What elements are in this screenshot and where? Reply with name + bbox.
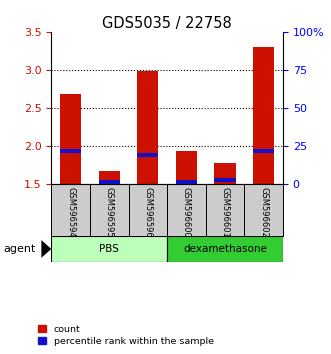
Bar bbox=[253, 47, 274, 184]
Bar bbox=[90, 184, 128, 236]
Bar bbox=[128, 184, 167, 236]
Bar bbox=[137, 72, 159, 184]
Text: agent: agent bbox=[3, 244, 36, 254]
Title: GDS5035 / 22758: GDS5035 / 22758 bbox=[102, 16, 232, 31]
Bar bbox=[60, 149, 81, 153]
Bar bbox=[51, 236, 167, 262]
Bar bbox=[244, 184, 283, 236]
Bar bbox=[167, 184, 206, 236]
Bar bbox=[167, 236, 283, 262]
Text: GSM596601: GSM596601 bbox=[220, 187, 230, 237]
Bar bbox=[176, 180, 197, 184]
Bar bbox=[176, 151, 197, 184]
Text: GSM596595: GSM596595 bbox=[105, 187, 114, 237]
Bar bbox=[51, 184, 90, 236]
Bar bbox=[99, 180, 120, 184]
Text: GSM596594: GSM596594 bbox=[66, 187, 75, 237]
Bar bbox=[214, 162, 236, 184]
Text: dexamethasone: dexamethasone bbox=[183, 244, 267, 254]
Text: PBS: PBS bbox=[99, 244, 119, 254]
Bar bbox=[137, 153, 159, 157]
Bar bbox=[214, 178, 236, 182]
Bar bbox=[253, 149, 274, 153]
Bar bbox=[99, 171, 120, 184]
Text: GSM596602: GSM596602 bbox=[259, 187, 268, 237]
Legend: count, percentile rank within the sample: count, percentile rank within the sample bbox=[38, 325, 214, 346]
Bar bbox=[60, 94, 81, 184]
Text: GSM596596: GSM596596 bbox=[143, 187, 152, 237]
Bar bbox=[206, 184, 244, 236]
Text: GSM596600: GSM596600 bbox=[182, 187, 191, 237]
